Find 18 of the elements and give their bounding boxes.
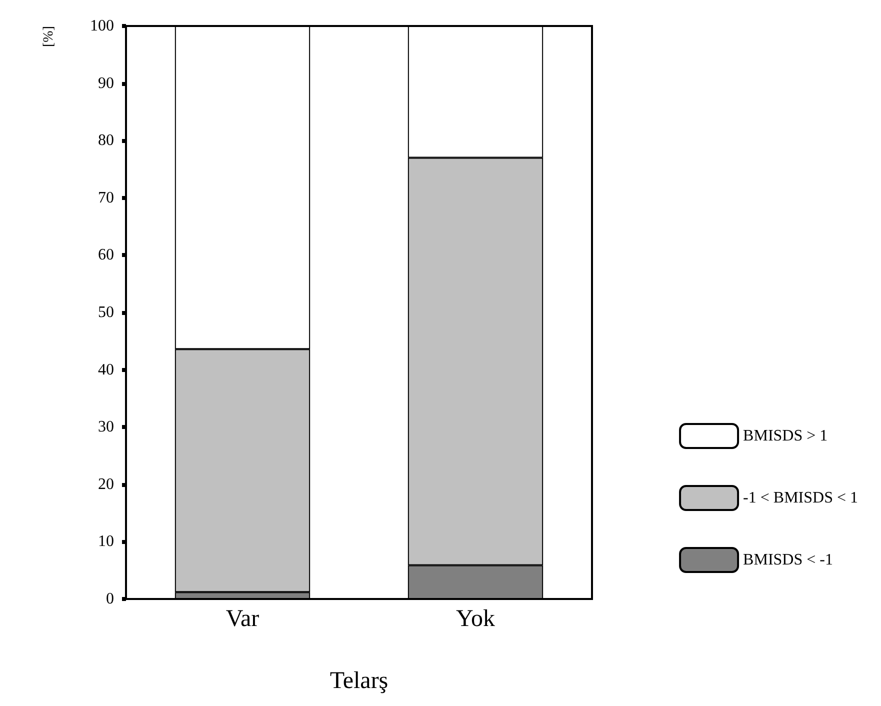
y-tick-label: 90 bbox=[98, 74, 114, 92]
y-tick-label: 100 bbox=[90, 18, 114, 34]
y-tick-label: 60 bbox=[98, 246, 114, 264]
y-tick-label: 50 bbox=[98, 304, 114, 321]
y-tick-label: 70 bbox=[98, 189, 114, 206]
y-tick-label: 10 bbox=[98, 533, 114, 550]
legend-label: -1 < BMISDS < 1 bbox=[743, 490, 858, 506]
y-tick-label: 0 bbox=[106, 590, 114, 608]
x-tick-label: Var bbox=[226, 606, 260, 632]
x-tick-label: Yok bbox=[456, 606, 495, 632]
y-tick-label: 20 bbox=[98, 476, 114, 493]
legend-label: BMISDS < -1 bbox=[743, 552, 833, 568]
y-axis-title: [%] bbox=[42, 26, 56, 47]
legend-label: BMISDS > 1 bbox=[743, 428, 828, 444]
y-tick-label: 40 bbox=[98, 361, 114, 378]
x-axis-title: Telarş bbox=[330, 668, 388, 694]
y-tick-label: 80 bbox=[98, 132, 114, 150]
y-tick-label: 30 bbox=[98, 418, 114, 436]
